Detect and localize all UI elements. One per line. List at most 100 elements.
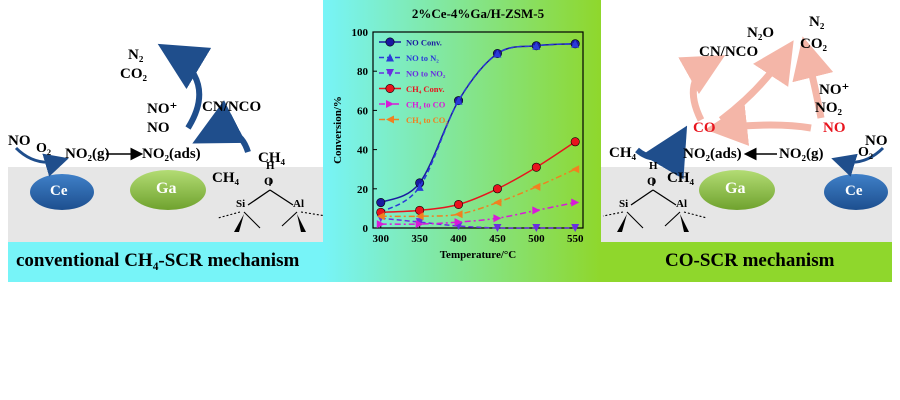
label-o: O (264, 174, 274, 188)
zeolite-bond (297, 214, 306, 232)
co-scr-mechanism-panel: N₂O CN/NCO N₂ CO₂ NO⁺ NO₂ NO CO CH₄ CH₄ … (601, 0, 892, 282)
data-point (454, 210, 463, 219)
label-no: NO (8, 133, 31, 149)
conversion-chart-panel: 2%Ce-4%Ga/H-ZSM-5 300 350 400 450 500 550 0 20 40… (323, 0, 601, 282)
label-no2-gas: NO₂(g) (65, 146, 110, 162)
label-ch4-left: CH₄ (609, 145, 636, 161)
label-no-plus: NO⁺ (819, 82, 850, 98)
co-to-n2-arrow (718, 40, 794, 123)
label-no2-gas: NO₂(g) (779, 146, 824, 162)
legend-label: NO Conv. (406, 38, 442, 48)
x-tick-label: 550 (567, 233, 584, 245)
y-tick-label: 100 (352, 27, 369, 39)
label-ce: Ce (50, 183, 68, 199)
no-to-co-arrow (705, 104, 812, 146)
ga-site (699, 170, 775, 210)
data-point (493, 214, 502, 223)
data-point (454, 96, 463, 105)
data-point (493, 49, 502, 58)
conventional-mechanism-panel: NO O₂ NO₂(g) NO₂(ads) N₂ CO₂ NO⁺ NO CN/N… (8, 0, 338, 282)
label-ga: Ga (156, 180, 177, 197)
label-al: Al (293, 198, 304, 210)
data-point (493, 224, 502, 232)
co-to-cnnco-arrow (678, 55, 726, 122)
data-point (415, 220, 424, 229)
label-al: Al (676, 198, 687, 210)
label-no2: NO₂ (815, 100, 842, 116)
legend-marker (386, 100, 394, 108)
label-o: O (647, 174, 657, 188)
chart-title: 2%Ce-4%Ga/H-ZSM-5 (412, 6, 545, 21)
label-no2-ads: NO₂(ads) (683, 146, 742, 162)
label-ce: Ce (845, 183, 863, 199)
right-caption: CO-SCR mechanism (665, 250, 835, 271)
label-o2: O₂ (36, 141, 52, 156)
label-o2: O₂ (858, 145, 874, 160)
zeolite-bond (680, 214, 689, 232)
caption-bar (601, 242, 892, 282)
x-tick-label: 300 (373, 233, 390, 245)
ch4-activation-arrow (192, 100, 251, 154)
data-point (532, 41, 541, 50)
co-scr-mechanism-diagram (601, 36, 892, 282)
zeolite-bond (630, 189, 654, 206)
label-co2: CO₂ (800, 36, 827, 52)
zeolite-bond (234, 214, 244, 232)
label-si: Si (619, 198, 629, 210)
zeolite-bond (602, 211, 624, 217)
conversion-chart: 2%Ce-4%Ga/H-ZSM-5 300 350 400 450 500 550 0 20 40… (323, 0, 601, 282)
data-point (532, 206, 541, 215)
y-tick-label: 20 (357, 184, 369, 196)
data-point (570, 137, 580, 147)
label-co: CO (693, 120, 716, 136)
x-tick-label: 450 (489, 233, 506, 245)
label-ch4-lower: CH₄ (212, 170, 239, 186)
data-point (493, 198, 502, 207)
data-point (532, 224, 541, 232)
data-point (454, 218, 463, 227)
no-to-n2-arrow (792, 36, 834, 119)
conventional-mechanism-diagram (8, 43, 338, 282)
label-no2-ads: NO₂(ads) (142, 146, 201, 162)
data-point (532, 182, 541, 191)
label-h: H (649, 160, 658, 172)
legend-marker (386, 115, 394, 124)
ce-site (824, 174, 888, 210)
legend-label: NO to NO₂ (406, 69, 446, 79)
zeolite-bond (652, 189, 677, 206)
label-si: Si (236, 198, 246, 210)
label-ga: Ga (725, 180, 746, 197)
no-oxidation-arrow (14, 146, 69, 177)
x-tick-label: 400 (450, 233, 467, 245)
label-cn-nco: CN/NCO (699, 44, 759, 60)
data-point (531, 162, 541, 172)
data-point (376, 220, 385, 229)
zeolite-bond (617, 214, 627, 232)
zeolite-bond (281, 211, 298, 227)
legend-marker (386, 69, 394, 77)
legend-label: NO to N₂ (406, 53, 439, 63)
zeolite-bond (269, 189, 294, 206)
ga-site (130, 170, 206, 210)
zeolite-bond (664, 211, 681, 227)
ch4-oxidation-arrow (635, 125, 688, 180)
y-tick-label: 0 (363, 223, 369, 235)
label-ch4-lower: CH₄ (667, 170, 694, 186)
y-tick-label: 60 (357, 105, 369, 117)
caption-bar (8, 242, 338, 282)
data-point (454, 199, 464, 209)
left-caption: conventional CH₄-SCR mechanism (16, 250, 300, 271)
label-ch4-upper: CH₄ (258, 150, 285, 166)
data-point (571, 198, 580, 207)
x-tick-label: 500 (528, 233, 545, 245)
legend-label: CH₄ to CO₂ (406, 115, 448, 125)
zeolite-bond (243, 211, 261, 229)
label-no-adsorbed: NO (147, 120, 170, 136)
x-axis-label: Temperature/°C (440, 249, 517, 261)
x-tick-label: 350 (411, 233, 428, 245)
zeolite-bond (247, 189, 271, 206)
data-point (415, 212, 424, 221)
no-oxidation-arrow (831, 146, 885, 177)
legend-label: CH₄ Conv. (406, 84, 444, 94)
data-point (376, 212, 385, 221)
